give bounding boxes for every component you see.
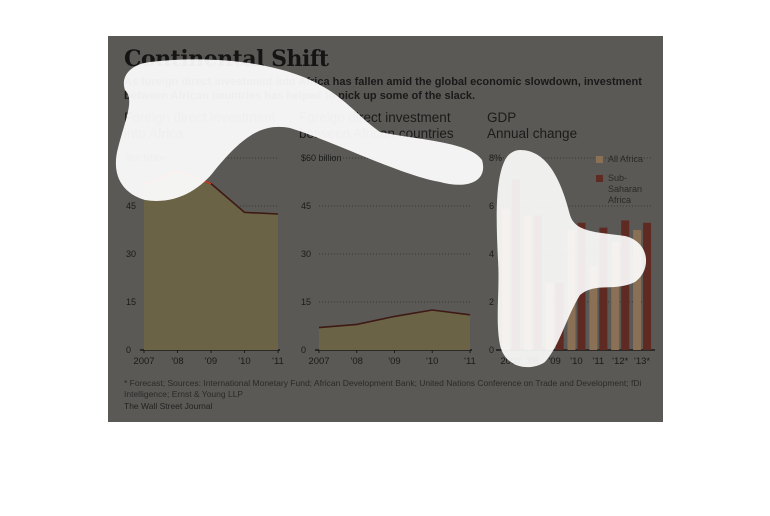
chart1-ytick-30: 30 xyxy=(126,249,136,259)
chart1-xtick-2: '09 xyxy=(205,356,217,367)
chart2-xtick-1: '08 xyxy=(351,356,363,367)
bar-sub-saharan-1 xyxy=(533,215,542,350)
bar-sub-saharan-5 xyxy=(621,220,630,350)
chart3-xtick-1: '08 xyxy=(527,356,539,367)
legend-swatch-sub-saharan xyxy=(596,175,603,182)
chart3-ytick-6: 6 xyxy=(489,201,494,211)
chart2-unit-label: $60 billion xyxy=(301,153,342,163)
chart3-xtick-2: '09 xyxy=(548,356,560,367)
chart1-unit-label: $60 billion xyxy=(126,153,167,163)
chart2-ytick-15: 15 xyxy=(301,297,311,307)
chart3-unit-label: 8% xyxy=(489,153,502,163)
bar-sub-saharan-2 xyxy=(555,282,564,350)
chart3-xtick-5: '12* xyxy=(612,356,628,367)
bar-all-africa-4 xyxy=(589,266,598,350)
chart3-xtick-4: '11 xyxy=(593,356,605,367)
chart3-xtick-0: 2007 xyxy=(500,356,521,367)
legend-label-sub-saharan: Sub-Saharan Africa xyxy=(608,173,643,205)
chart-panel: Continental Shift As foreign direct inve… xyxy=(108,36,663,422)
charts-canvas: $60 billion 0 15 30 45 2007 '08 '09 '10 '11 $60 bi… xyxy=(126,153,655,367)
chart3-xtick-3: '10 xyxy=(570,356,582,367)
credit: The Wall Street Journal xyxy=(124,401,213,411)
chart1-ytick-45: 45 xyxy=(126,201,136,211)
legend-item-all-africa: All Africa xyxy=(596,154,656,165)
chart2-ytick-30: 30 xyxy=(301,249,311,259)
chart2-xtick-0: 2007 xyxy=(308,356,329,367)
footnote: * Forecast; Sources: International Monet… xyxy=(124,378,642,399)
chart2-xtick-3: '10 xyxy=(426,356,438,367)
chart2-line xyxy=(318,309,471,329)
chart3-ytick-4: 4 xyxy=(489,249,494,259)
legend-label-all-africa: All Africa xyxy=(608,154,644,164)
bar-all-africa-2 xyxy=(545,282,554,350)
chart3-ytick-2: 2 xyxy=(489,297,494,307)
chart3-title-line2: Annual change xyxy=(487,126,578,141)
chart3-title-line1: GDP xyxy=(487,110,517,125)
chart1-area xyxy=(144,170,278,350)
chart1-ytick-0: 0 xyxy=(126,345,131,355)
chart3-title: GDP Annual change xyxy=(487,110,577,142)
chart2-xtick-2: '09 xyxy=(388,356,400,367)
chart1-xtick-1: '08 xyxy=(171,356,183,367)
chart2-ytick-0: 0 xyxy=(301,345,306,355)
chart1-xtick-0: 2007 xyxy=(133,356,154,367)
bar-all-africa-3 xyxy=(567,230,576,350)
bar-all-africa-5 xyxy=(611,242,620,350)
bar-all-africa-6 xyxy=(633,230,642,350)
chart1-xtick-4: '11 xyxy=(272,356,284,367)
chart1-xtick-3: '10 xyxy=(238,356,250,367)
legend-swatch-all-africa xyxy=(596,156,603,163)
bar-sub-saharan-0 xyxy=(511,179,520,350)
bar-all-africa-1 xyxy=(523,215,532,350)
chart2-area xyxy=(319,310,470,350)
chart2-xtick-4: '11 xyxy=(464,356,476,367)
legend-item-sub-saharan: Sub-Saharan Africa xyxy=(596,173,656,206)
chart3-ytick-0: 0 xyxy=(489,345,494,355)
gdp-legend: All Africa Sub-Saharan Africa xyxy=(596,154,656,214)
chart3-xtick-6: '13* xyxy=(634,356,650,367)
chart2-ytick-45: 45 xyxy=(301,201,311,211)
bar-sub-saharan-6 xyxy=(643,222,652,350)
bar-all-africa-0 xyxy=(501,208,510,350)
chart1-ytick-15: 15 xyxy=(126,297,136,307)
bar-sub-saharan-4 xyxy=(599,227,608,350)
bar-sub-saharan-3 xyxy=(577,222,586,350)
